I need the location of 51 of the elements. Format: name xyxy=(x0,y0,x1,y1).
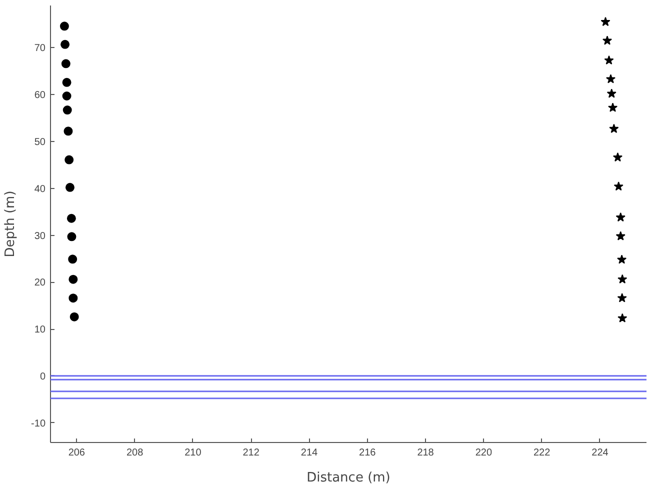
y-tick-label: 30 xyxy=(34,230,46,242)
y-tick-label: 40 xyxy=(34,184,46,195)
point xyxy=(617,254,627,264)
point xyxy=(606,88,616,98)
point xyxy=(65,182,74,192)
point xyxy=(66,214,76,223)
y-tick-label: 20 xyxy=(34,278,46,289)
point xyxy=(64,126,73,136)
y-tick-label: 10 xyxy=(34,324,46,336)
x-tick-label: 206 xyxy=(68,448,86,458)
point xyxy=(62,78,72,87)
point xyxy=(602,36,612,45)
x-tick-label: 218 xyxy=(417,448,434,458)
x-tick-label: 208 xyxy=(126,448,144,458)
y-tick-label: 60 xyxy=(34,90,46,102)
point xyxy=(68,254,78,264)
point xyxy=(618,313,628,322)
y-tick-label: 0 xyxy=(40,371,46,382)
point xyxy=(61,59,70,68)
y-axis-title: Depth (m) xyxy=(3,190,18,258)
x-tick-label: 210 xyxy=(184,448,202,458)
point xyxy=(606,74,616,84)
y-tick-label: -10 xyxy=(31,418,46,430)
point xyxy=(68,294,78,303)
point xyxy=(616,212,626,222)
point xyxy=(618,274,628,284)
point xyxy=(68,274,78,284)
point xyxy=(608,102,618,112)
point xyxy=(600,16,610,26)
y-tick-label: 50 xyxy=(34,136,46,148)
point xyxy=(64,155,74,164)
x-tick-label: 222 xyxy=(533,448,551,458)
point xyxy=(62,106,72,115)
point xyxy=(70,312,79,322)
point xyxy=(612,152,622,162)
point xyxy=(617,293,627,302)
x-axis-title: Distance (m) xyxy=(306,470,390,486)
point xyxy=(60,22,69,31)
x-tick-label: 212 xyxy=(242,448,260,458)
x-tick-label: 216 xyxy=(359,448,376,458)
point xyxy=(67,232,76,242)
point xyxy=(614,181,624,191)
y-tick-label: 70 xyxy=(34,43,46,54)
x-tick-label: 214 xyxy=(300,448,318,458)
x-tick-label: 220 xyxy=(475,448,492,458)
point xyxy=(60,40,70,49)
point xyxy=(616,231,626,240)
point xyxy=(609,124,619,133)
x-tick-label: 224 xyxy=(592,448,609,458)
point xyxy=(604,55,614,64)
point xyxy=(62,92,72,100)
